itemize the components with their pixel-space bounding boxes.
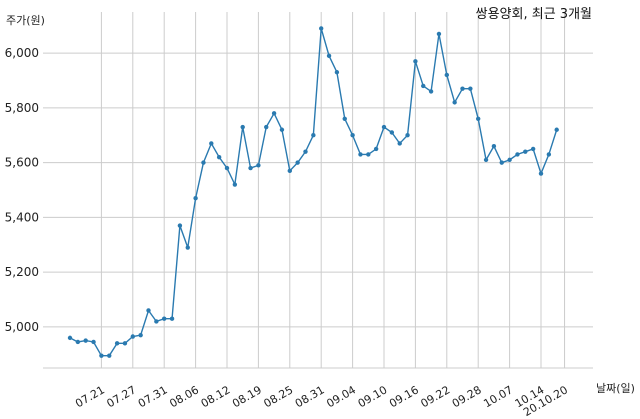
y-axis-label: 주가(원)	[6, 14, 45, 27]
data-point	[515, 152, 520, 157]
x-tick-label: 07.31	[136, 383, 170, 410]
data-point	[279, 127, 285, 132]
data-point	[483, 157, 489, 163]
data-point	[436, 31, 442, 37]
data-point	[428, 89, 434, 94]
data-point	[287, 168, 292, 174]
x-tick-label: 07.27	[105, 383, 139, 410]
x-tick-label: 07.21	[73, 383, 107, 410]
y-tick-label: 6,000	[5, 46, 39, 60]
data-point	[342, 116, 347, 122]
x-tick-label: 08.06	[167, 383, 201, 410]
data-point	[546, 152, 552, 157]
data-point	[366, 152, 371, 157]
data-point	[185, 245, 190, 250]
data-point	[138, 332, 143, 338]
data-point	[507, 157, 512, 163]
grid-lines	[43, 12, 593, 368]
data-point	[373, 146, 379, 152]
data-point	[91, 339, 96, 345]
data-point	[444, 72, 449, 78]
x-tick-label: 08.25	[262, 383, 296, 410]
data-point	[523, 149, 528, 154]
data-point	[334, 70, 340, 75]
data-point	[530, 146, 536, 152]
data-point	[201, 160, 206, 165]
data-point	[169, 316, 175, 321]
data-point	[271, 111, 277, 116]
x-tick-label: 08.19	[230, 383, 264, 410]
data-point	[107, 353, 112, 358]
data-point	[476, 116, 481, 122]
price-series-line	[69, 28, 558, 357]
data-point	[209, 141, 214, 146]
x-tick-labels: 07.2107.2707.3108.0608.1208.1908.2508.31…	[73, 383, 570, 419]
data-point	[256, 163, 261, 168]
y-tick-label: 5,400	[5, 210, 39, 224]
data-point	[232, 182, 238, 187]
data-point	[224, 165, 230, 171]
data-point	[154, 319, 159, 324]
y-tick-label: 5,800	[5, 101, 39, 115]
x-tick-label: 09.04	[324, 383, 358, 410]
x-tick-label: 08.31	[293, 383, 327, 410]
price-data-points	[67, 26, 559, 358]
x-tick-label: 08.12	[199, 383, 233, 410]
x-tick-label: 09.10	[356, 383, 390, 410]
data-point	[216, 154, 222, 160]
data-point	[177, 223, 183, 228]
data-point	[303, 149, 308, 154]
data-point	[389, 130, 395, 135]
data-point	[114, 341, 120, 346]
data-point	[421, 83, 426, 89]
data-point	[75, 339, 81, 345]
data-point	[162, 316, 167, 321]
data-point	[538, 171, 544, 176]
data-point	[248, 165, 253, 171]
data-point	[99, 353, 104, 358]
data-point	[146, 308, 151, 313]
data-point	[554, 127, 559, 132]
chart-title: 쌍용양회, 최근 3개월	[476, 7, 592, 22]
data-point	[319, 26, 324, 31]
data-point	[130, 334, 135, 339]
data-point	[358, 152, 363, 157]
data-point	[122, 341, 128, 346]
data-point	[460, 86, 465, 91]
data-point	[83, 338, 88, 343]
data-point	[264, 124, 269, 130]
data-point	[67, 335, 73, 341]
data-point	[193, 196, 198, 201]
data-point	[397, 141, 402, 146]
data-point	[499, 160, 504, 165]
x-axis-label: 날짜(일)	[596, 381, 635, 395]
x-tick-label: 10.07	[481, 383, 515, 410]
data-point	[413, 59, 418, 64]
data-point	[381, 124, 387, 130]
x-tick-label: 09.16	[387, 383, 421, 410]
y-tick-label: 5,600	[5, 156, 39, 170]
data-point	[240, 124, 245, 130]
x-tick-label: 09.28	[450, 383, 484, 410]
data-point	[326, 53, 332, 59]
x-tick-label: 09.22	[419, 383, 453, 410]
y-tick-label: 5,000	[5, 320, 39, 334]
data-point	[468, 86, 473, 91]
data-point	[311, 133, 316, 138]
y-tick-label: 5,200	[5, 265, 39, 279]
y-tick-labels: 5,000 5,200 5,400 5,600 5,800 6,000	[5, 46, 39, 334]
data-point	[452, 100, 457, 105]
data-point	[350, 133, 355, 138]
data-point	[491, 143, 497, 149]
data-point	[405, 133, 410, 138]
data-point	[295, 160, 300, 165]
